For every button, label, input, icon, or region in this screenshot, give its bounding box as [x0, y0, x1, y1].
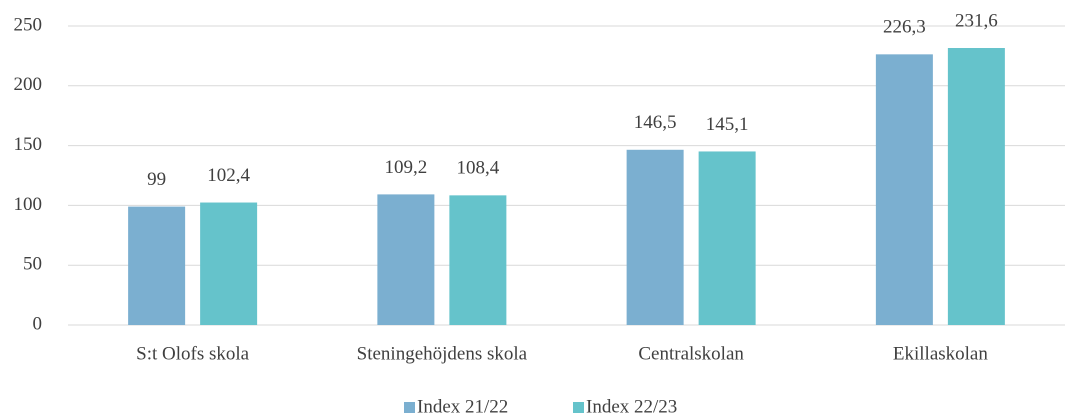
x-tick-label: Centralskolan — [638, 343, 744, 364]
bar — [128, 206, 186, 325]
value-label: 145,1 — [706, 114, 749, 135]
value-label: 102,4 — [207, 165, 250, 186]
value-label: 99 — [147, 169, 166, 190]
bar — [947, 48, 1005, 325]
y-tick-label: 50 — [23, 254, 42, 275]
x-tick-label: S:t Olofs skola — [136, 343, 250, 364]
value-label: 231,6 — [955, 10, 998, 31]
x-tick-label: Ekillaskolan — [893, 343, 988, 364]
x-tick-label: Steningehöjdens skola — [357, 343, 528, 364]
legend-label: Index 21/22 — [417, 396, 508, 417]
y-tick-label: 100 — [14, 194, 43, 215]
value-label: 108,4 — [457, 158, 500, 179]
bar — [698, 151, 756, 325]
bar — [626, 149, 684, 325]
bar — [200, 202, 258, 325]
value-label: 109,2 — [385, 157, 428, 178]
value-label: 146,5 — [634, 112, 677, 133]
bar — [449, 195, 507, 325]
y-tick-label: 150 — [14, 134, 43, 155]
y-tick-label: 250 — [14, 14, 43, 35]
legend-swatch — [573, 402, 584, 413]
bar — [875, 54, 933, 325]
legend-swatch — [404, 402, 415, 413]
value-label: 226,3 — [883, 17, 926, 38]
y-tick-label: 0 — [33, 313, 43, 334]
legend-label: Index 22/23 — [586, 396, 677, 417]
y-tick-label: 200 — [14, 74, 43, 95]
bar — [377, 194, 435, 325]
